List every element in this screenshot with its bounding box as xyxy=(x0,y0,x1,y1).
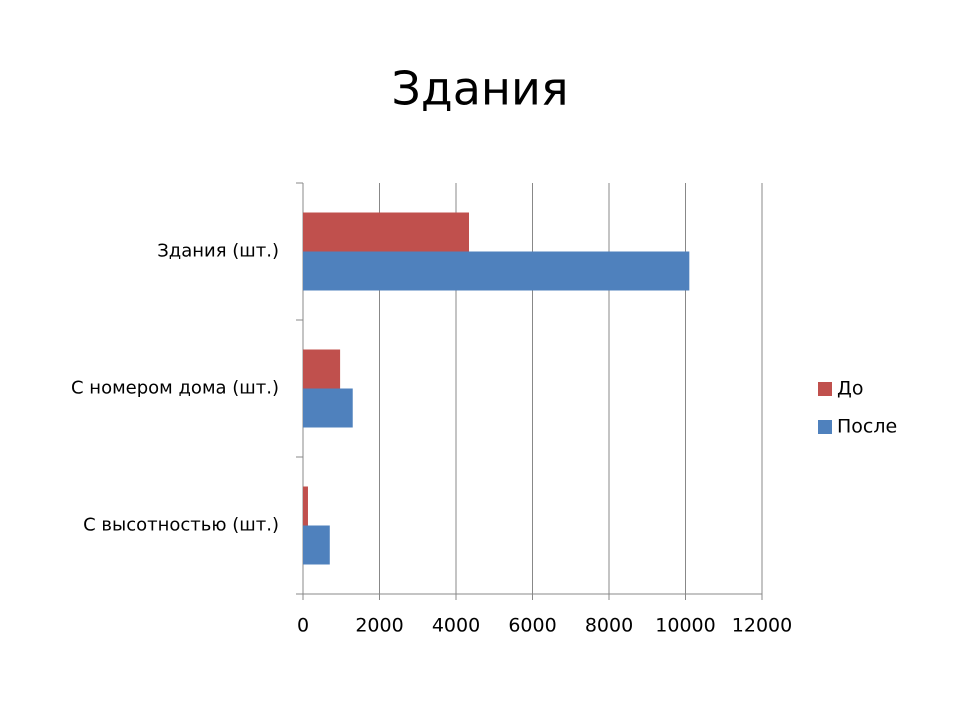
x-tick-label: 6000 xyxy=(508,615,556,637)
x-tick-label: 2000 xyxy=(355,615,403,637)
x-tick-label: 8000 xyxy=(585,615,633,637)
y-tick-label: С высотностью (шт.) xyxy=(83,515,279,536)
legend-swatch xyxy=(818,382,832,396)
x-tick-label: 4000 xyxy=(432,615,480,637)
x-tick-label: 10000 xyxy=(655,615,715,637)
legend-label: После xyxy=(837,416,897,438)
x-tick-label: 12000 xyxy=(732,615,792,637)
bar xyxy=(303,388,353,428)
bar xyxy=(303,525,330,565)
y-tick-label: С номером дома (шт.) xyxy=(71,378,279,399)
bar xyxy=(303,349,341,389)
legend-label: До xyxy=(837,378,863,400)
bar xyxy=(303,212,470,252)
y-tick-label: Здания (шт.) xyxy=(157,241,279,262)
legend-swatch xyxy=(818,420,832,434)
x-tick-label: 0 xyxy=(297,615,309,637)
bar xyxy=(303,251,690,291)
bar xyxy=(303,486,308,526)
chart-title: Здания xyxy=(391,62,568,116)
